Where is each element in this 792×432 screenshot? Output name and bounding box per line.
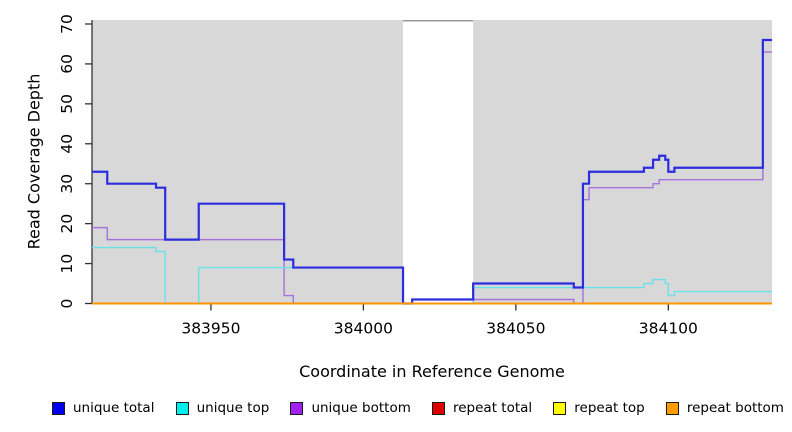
x-axis-tick-label: 384000: [334, 320, 393, 338]
series-line-unique-top: [92, 246, 772, 305]
x-axis-tick-label: 384050: [486, 320, 545, 338]
legend-item-unique-bottom: unique bottom: [290, 400, 411, 416]
legend-item-unique-total: unique total: [52, 400, 154, 416]
legend: unique total unique top unique bottom repea…: [52, 396, 784, 420]
legend-swatch-repeat-top: [553, 401, 567, 415]
legend-item-repeat-total: repeat total: [431, 400, 533, 416]
y-axis-title: Read Coverage Depth: [24, 73, 44, 250]
y-axis-tick-label: 10: [58, 254, 76, 274]
x-axis-title: Coordinate in Reference Genome: [299, 362, 565, 381]
legend-item-repeat-top: repeat top: [553, 400, 645, 416]
y-axis-tick-label: 50: [58, 94, 76, 114]
legend-label: unique total: [73, 400, 155, 416]
no-data-band: [403, 20, 474, 304]
series-line-unique-total: [92, 38, 772, 305]
legend-swatch-repeat-total: [431, 401, 445, 415]
legend-label: repeat bottom: [686, 400, 784, 416]
legend-label: repeat total: [452, 400, 533, 416]
legend-swatch-unique-total: [52, 401, 65, 415]
y-axis-tick-label: 0: [58, 299, 76, 309]
y-axis-tick-label: 30: [58, 174, 76, 194]
y-axis-tick-label: 60: [58, 54, 76, 74]
legend-label: repeat top: [574, 400, 645, 416]
legend-swatch-repeat-bottom: [665, 401, 679, 415]
y-axis-tick-label: 70: [58, 14, 76, 34]
y-axis-tick-label: 40: [58, 134, 76, 154]
legend-swatch-unique-bottom: [290, 401, 304, 415]
y-axis-tick-label: 20: [58, 214, 76, 234]
x-axis-tick-label: 383950: [181, 320, 240, 338]
legend-swatch-unique-top: [175, 401, 189, 415]
legend-item-repeat-bottom: repeat bottom: [665, 400, 784, 416]
legend-item-unique-top: unique top: [175, 400, 270, 416]
legend-label: unique bottom: [311, 400, 411, 416]
legend-label: unique top: [196, 400, 270, 416]
x-axis-tick-label: 384100: [639, 320, 698, 338]
